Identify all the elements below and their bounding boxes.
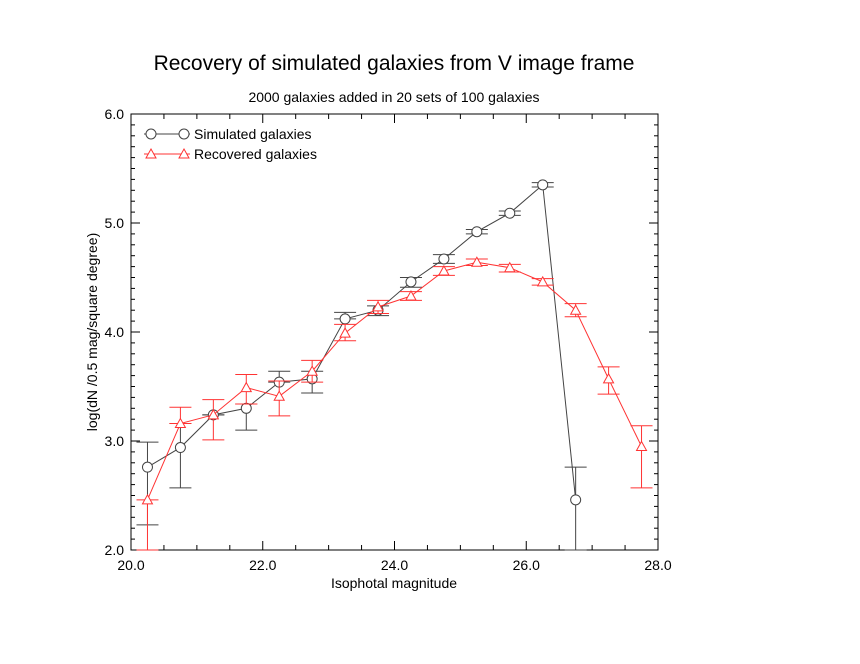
legend: Simulated galaxies Recovered galaxies — [144, 126, 317, 162]
data-point — [635, 440, 648, 451]
data-point — [438, 253, 450, 265]
x-tick-label: 28.0 — [644, 557, 671, 573]
legend-entry-recovered: Recovered galaxies — [144, 146, 317, 162]
data-point — [273, 390, 286, 401]
data-point — [240, 381, 253, 393]
data-point — [570, 494, 582, 506]
series-simulated — [136, 179, 587, 551]
x-tick-label: 26.0 — [513, 557, 540, 573]
legend-label-recovered: Recovered galaxies — [194, 146, 317, 162]
data-point — [602, 372, 615, 384]
data-point — [339, 327, 351, 338]
y-tick-label: 6.0 — [105, 106, 125, 122]
x-axis-label: Isophotal magnitude — [331, 575, 457, 591]
y-tick-label: 3.0 — [105, 433, 125, 449]
data-point — [503, 261, 516, 273]
chart-subtitle: 2000 galaxies added in 20 sets of 100 ga… — [248, 89, 539, 105]
y-tick-label: 2.0 — [105, 542, 125, 558]
y-tick-label: 4.0 — [105, 324, 125, 340]
data-point — [306, 365, 319, 376]
data-point — [240, 402, 252, 414]
series-line — [147, 183, 577, 500]
data-point — [405, 290, 417, 301]
plot-frame — [130, 113, 659, 551]
legend-circle-marker — [145, 128, 157, 140]
legend-triangle-marker — [178, 147, 190, 159]
data-point — [470, 256, 483, 267]
data-point — [405, 276, 417, 288]
data-point — [339, 313, 351, 325]
data-point — [536, 275, 549, 287]
y-tick-labels: 2.0 3.0 4.0 5.0 6.0 — [105, 106, 125, 558]
series-recovered — [136, 256, 653, 551]
data-point — [372, 300, 384, 312]
x-tick-label: 20.0 — [117, 557, 144, 573]
data-point — [174, 442, 186, 454]
y-tick-label: 5.0 — [105, 215, 125, 231]
chart-title: Recovery of simulated galaxies from V im… — [154, 52, 635, 75]
data-point — [174, 417, 187, 429]
legend-circle-marker — [178, 128, 190, 140]
y-axis-label: log(dN /0.5 mag/square degree) — [84, 233, 100, 431]
legend-entry-simulated: Simulated galaxies — [144, 126, 312, 142]
data-point — [471, 226, 483, 238]
series-line — [147, 261, 642, 501]
legend-triangle-marker — [145, 147, 157, 159]
data-point — [504, 207, 516, 219]
data-point — [141, 461, 153, 473]
data-point — [569, 304, 582, 315]
data-point — [207, 408, 220, 420]
data-point — [141, 493, 154, 505]
axis-ticks — [130, 113, 659, 551]
x-tick-labels: 20.0 22.0 24.0 26.0 28.0 — [117, 557, 671, 573]
legend-label-simulated: Simulated galaxies — [194, 126, 312, 142]
series-layer — [136, 179, 653, 551]
data-point — [537, 179, 549, 191]
data-point — [438, 264, 450, 276]
x-tick-label: 24.0 — [381, 557, 408, 573]
x-tick-label: 22.0 — [249, 557, 276, 573]
